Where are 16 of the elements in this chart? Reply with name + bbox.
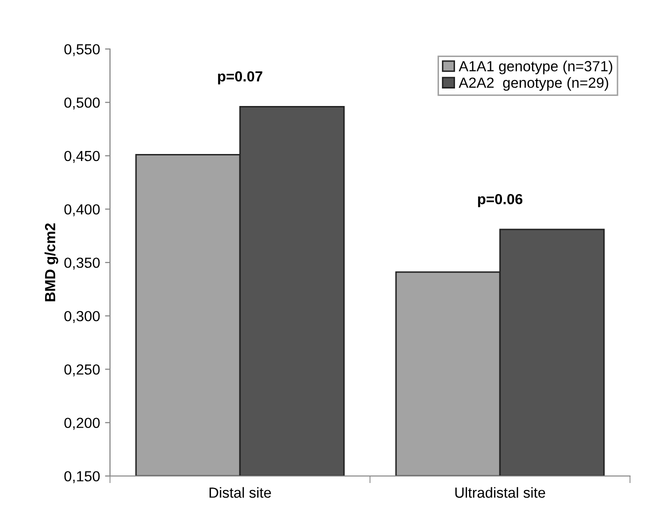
y-tick-label: 0,400 [64, 204, 100, 216]
annotation: p=0.07 [218, 71, 262, 84]
legend-label: A1A1 genotype (n=371) [458, 60, 612, 74]
y-tick-label: 0,450 [64, 150, 100, 163]
y-axis-title: BMD g/cm2 [44, 223, 58, 302]
y-tick-label: 0,150 [64, 471, 100, 484]
y-tick-label: 0,250 [64, 364, 100, 376]
y-tick-label: 0,300 [64, 310, 100, 324]
y-tick-label: 0,200 [64, 418, 100, 430]
annotation: p=0.06 [478, 194, 522, 208]
y-tick-label: 0,500 [64, 97, 100, 110]
x-tick-label: Ultradistal site [455, 487, 546, 498]
legend-label: A2A2 genotype (n=29) [458, 77, 608, 91]
y-tick-label: 0,550 [64, 44, 100, 56]
y-tick-label: 0,350 [64, 258, 100, 270]
x-tick-label: Distal site [210, 487, 271, 498]
